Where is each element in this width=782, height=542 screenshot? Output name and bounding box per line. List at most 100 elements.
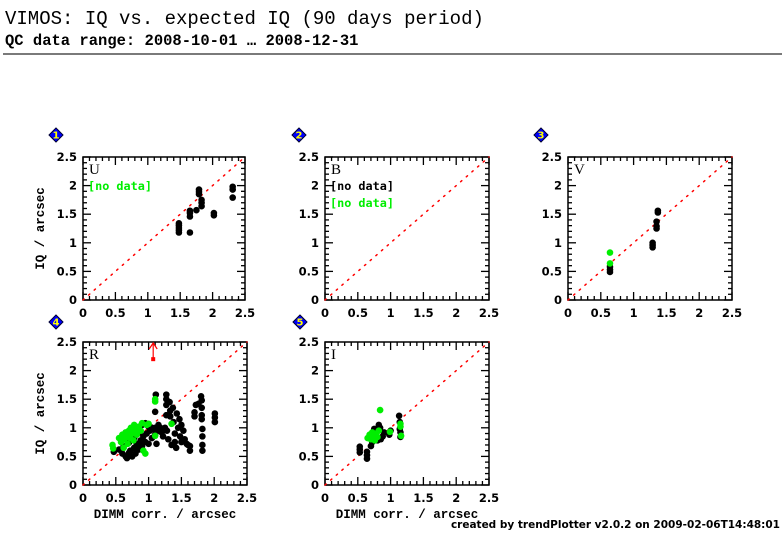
y-tick-label: 2	[311, 364, 319, 378]
footer-credit: created by trendPlotter v2.0.2 on 2009-0…	[450, 519, 780, 531]
filter-label: I	[331, 347, 336, 363]
data-point-black	[145, 440, 152, 448]
data-point-black	[198, 404, 206, 412]
series-black	[175, 183, 236, 236]
y-tick-label: 1.5	[299, 392, 319, 406]
reference-line-one-to-one	[324, 156, 490, 301]
data-point-black	[155, 421, 162, 429]
y-axis-label: IQ / arcsec	[34, 372, 48, 455]
filter-label: B	[331, 162, 341, 178]
page-title: VIMOS: IQ vs. expected IQ (90 days perio…	[5, 8, 484, 30]
data-point-black	[211, 414, 219, 421]
data-point-black	[186, 447, 194, 454]
data-point-black	[211, 418, 219, 426]
data-point-black	[649, 239, 656, 247]
y-tick-label: 2.5	[542, 150, 562, 164]
series-black	[110, 391, 219, 462]
plot-frame	[324, 341, 490, 486]
y-tick-label: 0	[69, 293, 77, 307]
data-point-black	[151, 408, 159, 416]
y-tick-label: 1	[69, 421, 77, 435]
y-tick-label: 0.5	[299, 264, 319, 278]
x-tick-label: 2	[210, 491, 218, 505]
data-point-black	[210, 209, 218, 217]
data-point-black	[198, 196, 205, 204]
series-green	[109, 395, 175, 457]
y-tick-label: 0	[311, 293, 319, 307]
tick-marks	[324, 156, 490, 301]
data-point-black	[229, 183, 236, 191]
no-data-note: [no data]	[330, 196, 394, 210]
y-tick-label: 0	[69, 478, 77, 492]
y-tick-label: 1.5	[299, 207, 319, 221]
series-green	[606, 249, 614, 267]
y-tick-label: 1.5	[57, 392, 77, 406]
y-tick-label: 1.5	[542, 207, 562, 221]
data-point-black	[195, 186, 203, 193]
badge-diamond-icon	[48, 127, 64, 143]
badge-number: 3	[538, 131, 545, 142]
header-divider	[3, 53, 782, 55]
y-tick-label: 2	[554, 179, 562, 193]
x-tick-label: 2.5	[237, 491, 257, 505]
data-point-black	[186, 442, 194, 450]
data-point-green	[109, 445, 117, 452]
x-tick-label: 0	[321, 491, 329, 505]
x-tick-label: 1	[145, 491, 153, 505]
data-point-black	[164, 435, 172, 443]
data-point-green	[151, 398, 159, 405]
tick-marks	[324, 341, 490, 486]
data-point-black	[171, 438, 179, 446]
badge-number: 1	[53, 131, 60, 142]
x-tick-label: 0	[321, 306, 329, 320]
data-point-black	[198, 415, 206, 423]
data-point-green	[606, 260, 614, 267]
reference-line-one-to-one	[567, 156, 733, 301]
data-point-black	[166, 398, 173, 406]
plot-frame	[324, 156, 490, 301]
data-point-black	[191, 413, 198, 420]
x-tick-label: 1.5	[171, 491, 191, 505]
data-point-green	[137, 427, 145, 434]
reference-line-one-to-one	[324, 341, 490, 486]
y-tick-label: 1	[311, 421, 319, 435]
upper-limit-arrow	[148, 341, 158, 362]
panel-number-badge: 2	[291, 127, 307, 143]
no-data-note: [no data]	[88, 179, 152, 193]
x-tick-label: 0	[79, 491, 87, 505]
x-tick-label: 1.5	[656, 306, 676, 320]
badge-number: 2	[296, 131, 303, 142]
data-point-green	[130, 437, 137, 444]
data-point-black	[199, 441, 206, 449]
x-tick-label: 0.5	[106, 491, 126, 505]
x-tick-label: 2	[695, 306, 703, 320]
reference-line-one-to-one	[82, 341, 248, 486]
data-point-black	[123, 454, 131, 462]
x-tick-label: 2	[452, 491, 460, 505]
data-point-green	[142, 450, 149, 457]
data-point-green	[606, 249, 614, 256]
badge-diamond-icon	[48, 314, 64, 330]
y-axis-label: IQ / arcsec	[34, 187, 48, 270]
y-tick-label: 1.5	[57, 207, 77, 221]
x-tick-label: 1	[144, 306, 152, 320]
data-point-black	[172, 444, 180, 452]
data-point-green	[168, 420, 175, 428]
data-point-green	[376, 406, 384, 414]
data-point-green	[145, 420, 152, 428]
panel-number-badge: 4	[48, 314, 64, 330]
data-point-black	[173, 410, 181, 417]
series-green	[364, 406, 405, 444]
x-tick-label: 0	[564, 306, 572, 320]
x-tick-label: 1.5	[413, 306, 433, 320]
y-tick-label: 1	[554, 236, 562, 250]
y-tick-label: 0.5	[299, 449, 319, 463]
data-point-black	[163, 391, 170, 398]
data-point-black	[653, 218, 660, 225]
x-tick-label: 1	[387, 491, 395, 505]
data-point-green	[124, 440, 131, 448]
panel-v: 3 0 0.5 1 1.5 2 2.5 0 0.5 1 1.5 2 2.5 V	[533, 127, 742, 320]
y-tick-label: 2.5	[57, 335, 77, 349]
plot-frame	[82, 156, 246, 301]
